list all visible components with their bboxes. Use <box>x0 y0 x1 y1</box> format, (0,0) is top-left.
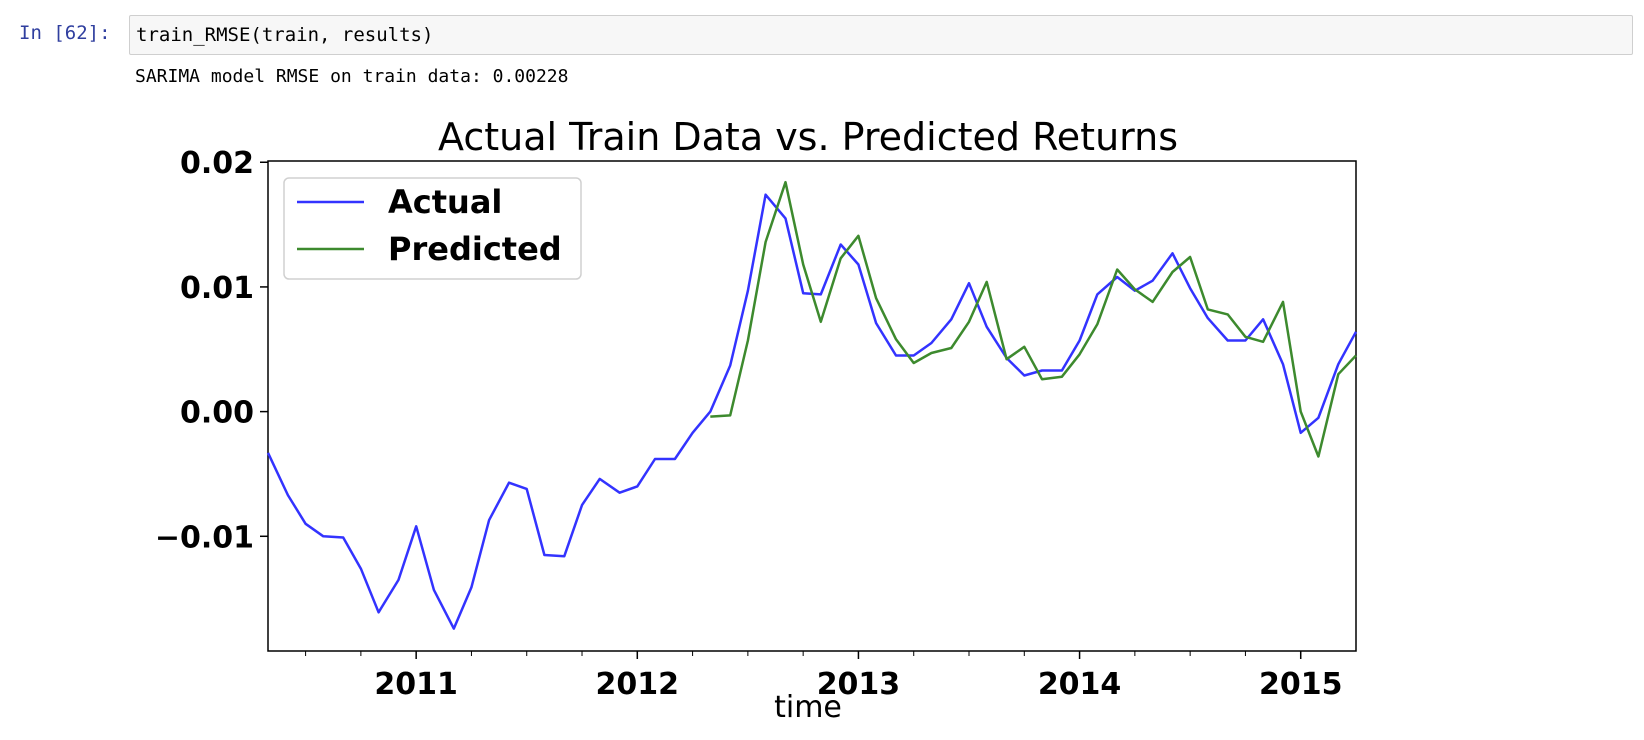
x-tick-label: 2014 <box>1038 667 1122 702</box>
legend-label-actual: Actual <box>388 183 502 221</box>
input-prompt: In [62]: <box>19 22 111 44</box>
x-tick-label: 2012 <box>596 667 680 702</box>
y-tick-label: 0.00 <box>180 396 254 431</box>
chart-title: Actual Train Data vs. Predicted Returns <box>438 115 1178 159</box>
code-input[interactable]: train_RMSE(train, results) <box>129 15 1633 55</box>
plot-frame <box>267 160 1357 652</box>
legend: Actual Predicted <box>283 177 582 280</box>
y-tick-label: −0.01 <box>155 520 254 555</box>
y-tick-label: 0.01 <box>180 271 254 306</box>
x-tick-label: 2011 <box>374 667 458 702</box>
series-line-predicted <box>710 180 1357 458</box>
legend-label-predicted: Predicted <box>388 230 562 268</box>
cell-output-text: SARIMA model RMSE on train data: 0.00228 <box>135 66 569 87</box>
code-text[interactable]: train_RMSE(train, results) <box>136 24 434 46</box>
y-tick-label: 0.02 <box>180 146 254 181</box>
plot-layer: −0.01 0.00 0.01 0.02 2011 2012 2013 2014 2015 <box>155 146 1358 702</box>
x-axis-label: time <box>774 690 842 725</box>
x-tick-label: 2013 <box>817 667 901 702</box>
x-tick-label: 2015 <box>1259 667 1343 702</box>
